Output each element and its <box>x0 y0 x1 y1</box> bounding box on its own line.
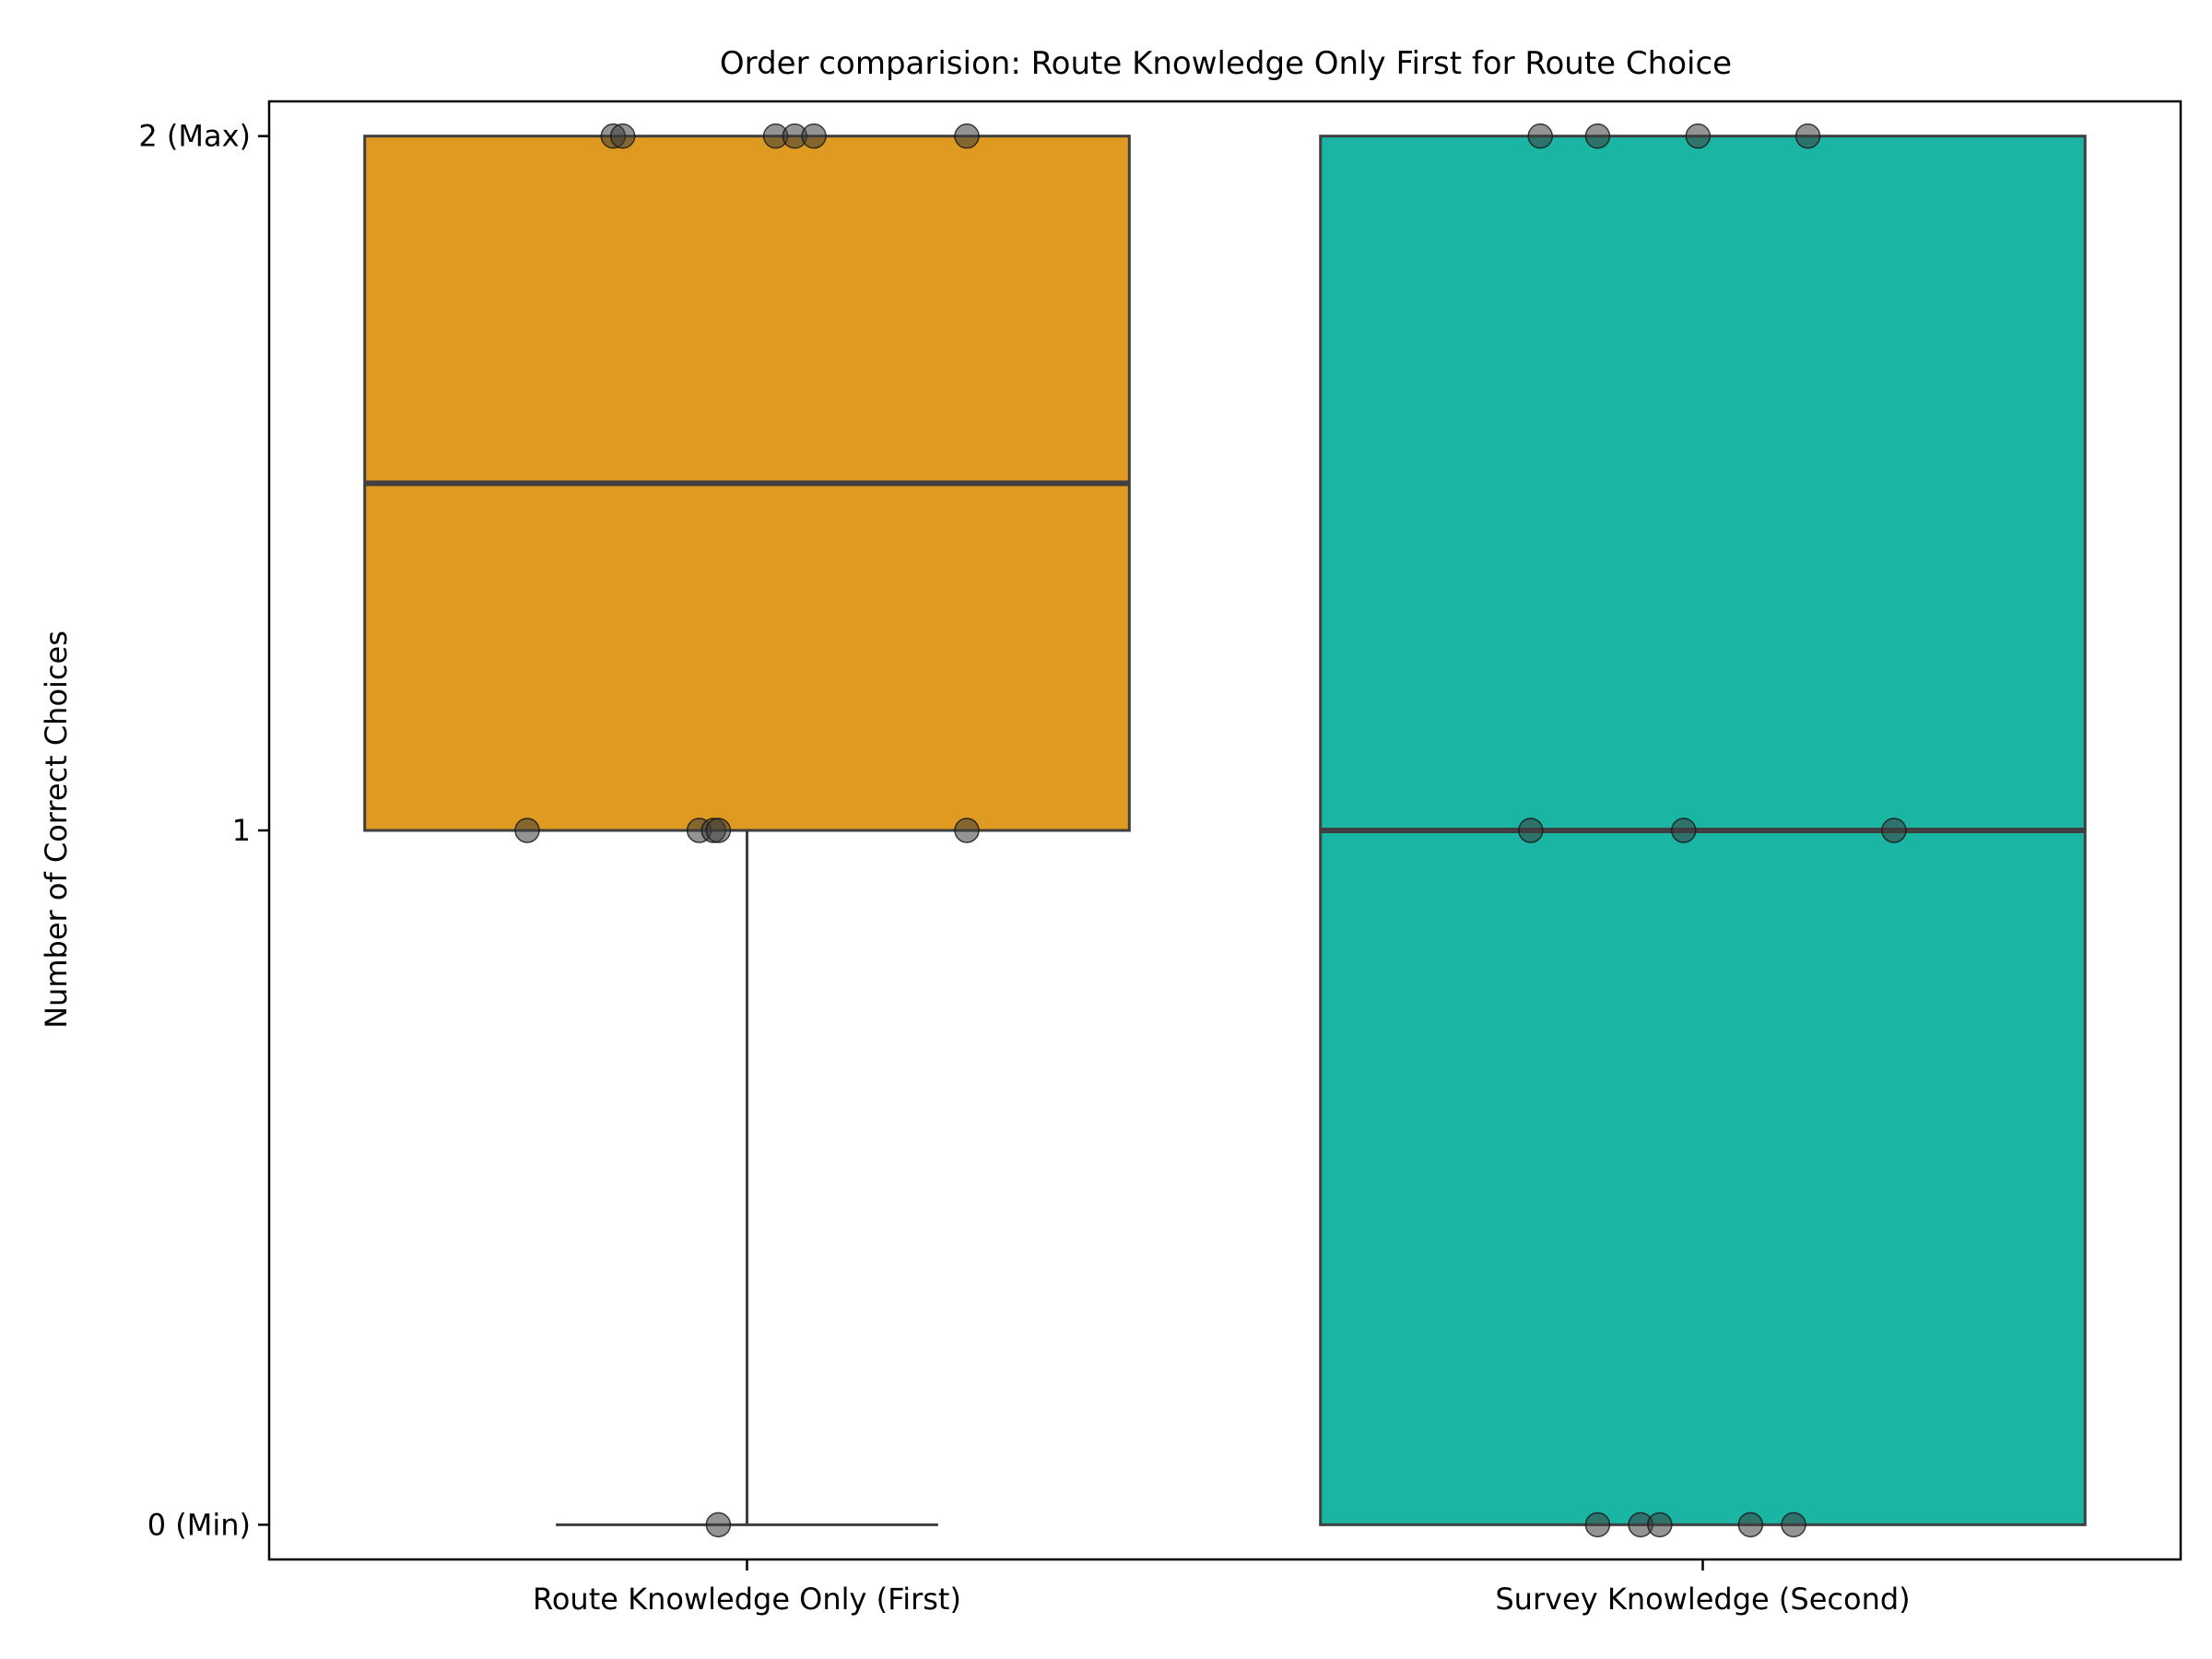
x-tick-label: Route Knowledge Only (First) <box>533 1582 961 1617</box>
survey-knowledge-second-point <box>1584 1512 1611 1538</box>
survey-knowledge-second-point <box>1584 123 1611 149</box>
x-tick-label: Survey Knowledge (Second) <box>1495 1582 1910 1617</box>
survey-knowledge-second-point <box>1881 818 1907 843</box>
survey-knowledge-second-point <box>1781 1512 1806 1538</box>
y-tick-label: 0 (Min) <box>147 1507 251 1542</box>
route-knowledge-only-first-point <box>514 818 540 843</box>
route-knowledge-only-first-point <box>801 123 827 149</box>
y-axis-label: Number of Correct Choices <box>39 630 74 1029</box>
y-tick-label: 1 <box>232 813 251 848</box>
route-knowledge-only-first-point <box>609 123 636 149</box>
route-knowledge-only-first-point <box>954 818 980 843</box>
survey-knowledge-second-point <box>1794 123 1821 149</box>
survey-knowledge-second-point <box>1518 818 1544 843</box>
survey-knowledge-second-point <box>1737 1512 1764 1538</box>
chart-title: Order comparision: Route Knowledge Only … <box>720 45 1732 82</box>
plot-area: 0 (Min) 1 2 (Max) Route Knowledge Only (Fir… <box>138 100 2183 1617</box>
y-tick-label: 2 (Max) <box>138 119 251 154</box>
route-knowledge-only-first-point <box>954 123 980 149</box>
route-knowledge-only-first-point <box>705 1512 732 1538</box>
survey-knowledge-second-point <box>1685 123 1712 149</box>
survey-knowledge-second-point <box>1647 1512 1673 1538</box>
route-knowledge-only-first-point <box>705 818 732 843</box>
survey-knowledge-second-point <box>1671 818 1697 843</box>
survey-knowledge-second-point <box>1527 123 1553 149</box>
